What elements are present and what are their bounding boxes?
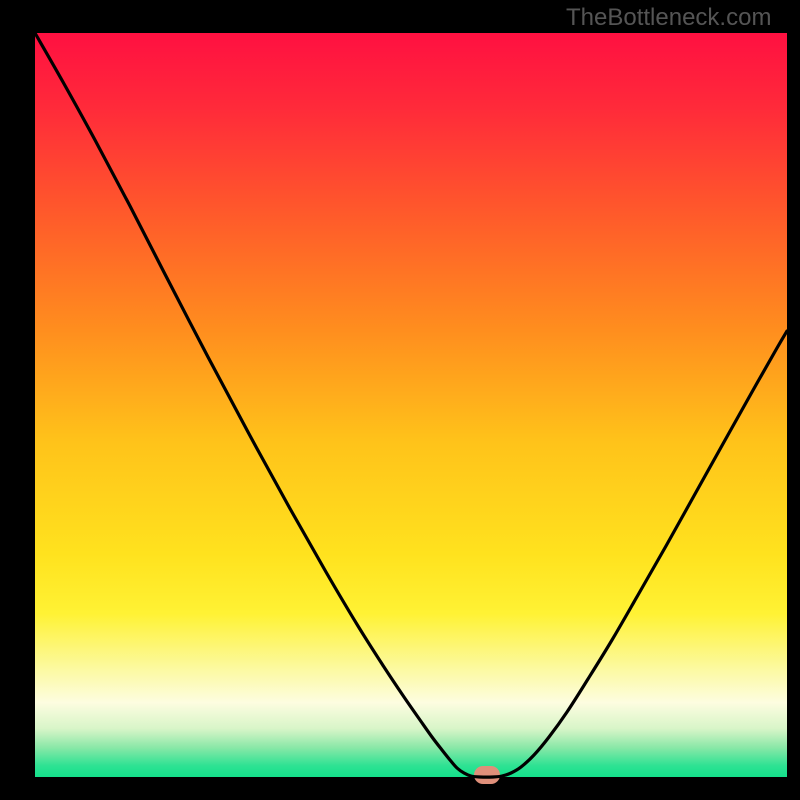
bottleneck-curve [35,33,787,777]
chart-stage: TheBottleneck.com [0,0,800,800]
bottleneck-curve-layer [0,0,800,800]
watermark-text: TheBottleneck.com [566,4,771,32]
